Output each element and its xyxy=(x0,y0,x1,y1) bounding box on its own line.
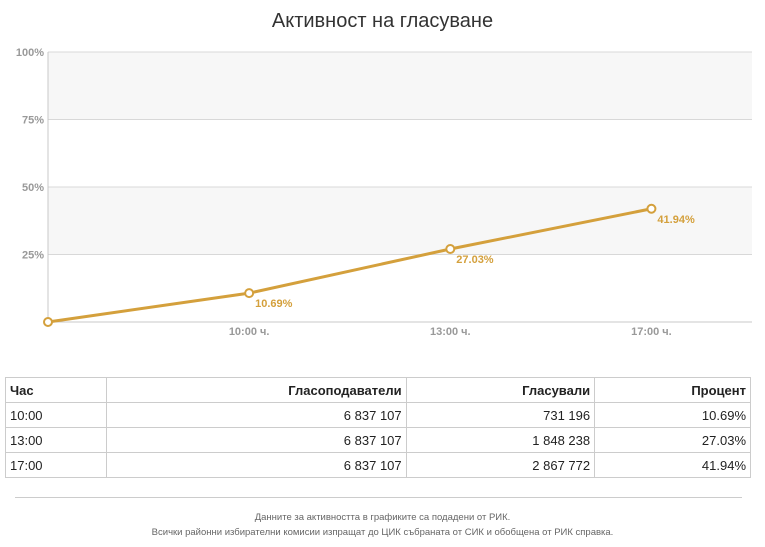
x-tick-label: 17:00 ч. xyxy=(631,326,672,338)
line-chart: 100% 75% 50% 25% 10:00 ч. 13:00 ч. 17:00 ч. 10.… xyxy=(16,47,752,338)
column-header-voted: Гласували xyxy=(405,377,596,403)
data-label: 41.94% xyxy=(657,214,695,226)
cell-percent: 27.03% xyxy=(594,427,751,453)
data-label: 27.03% xyxy=(456,254,494,266)
cell-hour: 13:00 xyxy=(5,427,107,453)
column-header-voters: Гласоподаватели xyxy=(106,377,407,403)
y-tick-label: 75% xyxy=(22,115,44,127)
cell-percent: 41.94% xyxy=(594,452,751,478)
table-row: 17:00 6 837 107 2 867 772 41.94% xyxy=(5,452,751,478)
cell-voters: 6 837 107 xyxy=(106,427,407,453)
cell-percent: 10.69% xyxy=(594,402,751,428)
x-tick-label: 13:00 ч. xyxy=(430,326,471,338)
y-tick-label: 50% xyxy=(22,182,44,194)
footer-divider xyxy=(15,497,742,498)
table-header-row: Час Гласоподаватели Гласували Процент xyxy=(5,377,751,403)
table-row: 13:00 6 837 107 1 848 238 27.03% xyxy=(5,427,751,453)
data-label: 10.69% xyxy=(255,298,293,310)
data-point xyxy=(445,244,456,255)
chart-title: Активност на гласуване xyxy=(271,10,494,32)
table-row: 10:00 6 837 107 731 196 10.69% xyxy=(5,402,751,428)
column-header-hour: Час xyxy=(5,377,107,403)
cell-voters: 6 837 107 xyxy=(106,452,407,478)
plot-band xyxy=(48,52,752,120)
cell-voted: 731 196 xyxy=(405,402,596,428)
y-tick-label: 100% xyxy=(16,47,44,59)
x-tick-label: 10:00 ч. xyxy=(229,326,270,338)
data-point xyxy=(244,288,255,299)
cell-voted: 1 848 238 xyxy=(405,427,596,453)
data-point xyxy=(646,203,657,214)
cell-hour: 17:00 xyxy=(5,452,107,478)
series-line xyxy=(47,207,652,324)
cell-voted: 2 867 772 xyxy=(405,452,596,478)
data-point xyxy=(43,317,53,327)
plot-band xyxy=(48,187,752,255)
cell-voters: 6 837 107 xyxy=(106,402,407,428)
cell-hour: 10:00 xyxy=(5,402,107,428)
y-tick-label: 25% xyxy=(22,250,44,262)
turnout-table: Час Гласоподаватели Гласували Процент 10… xyxy=(5,377,751,478)
footnote-process: Всички районни избирателни комисии изпра… xyxy=(151,527,614,538)
footnote-source: Данните за активността в графиките са по… xyxy=(254,512,511,523)
column-header-percent: Процент xyxy=(594,377,751,403)
